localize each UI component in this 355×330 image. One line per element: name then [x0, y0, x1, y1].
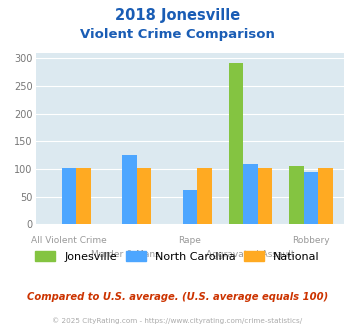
Text: Aggravated Assault: Aggravated Assault: [206, 250, 295, 259]
Text: All Violent Crime: All Violent Crime: [31, 236, 107, 246]
Bar: [243, 163, 258, 224]
Bar: [258, 169, 272, 224]
Bar: [183, 190, 197, 224]
Bar: [76, 169, 91, 224]
Bar: [61, 169, 76, 224]
Text: Robbery: Robbery: [292, 236, 330, 246]
Text: 2018 Jonesville: 2018 Jonesville: [115, 8, 240, 23]
Bar: [197, 169, 212, 224]
Bar: [304, 172, 318, 224]
Bar: [122, 155, 137, 224]
Text: Rape: Rape: [179, 236, 201, 246]
Bar: [229, 63, 243, 224]
Text: Compared to U.S. average. (U.S. average equals 100): Compared to U.S. average. (U.S. average …: [27, 292, 328, 302]
Text: Murder & Mans...: Murder & Mans...: [91, 250, 168, 259]
Bar: [289, 166, 304, 224]
Bar: [137, 169, 151, 224]
Bar: [318, 169, 333, 224]
Text: © 2025 CityRating.com - https://www.cityrating.com/crime-statistics/: © 2025 CityRating.com - https://www.city…: [53, 317, 302, 324]
Legend: Jonesville, North Carolina, National: Jonesville, North Carolina, National: [31, 247, 324, 267]
Text: Violent Crime Comparison: Violent Crime Comparison: [80, 28, 275, 41]
